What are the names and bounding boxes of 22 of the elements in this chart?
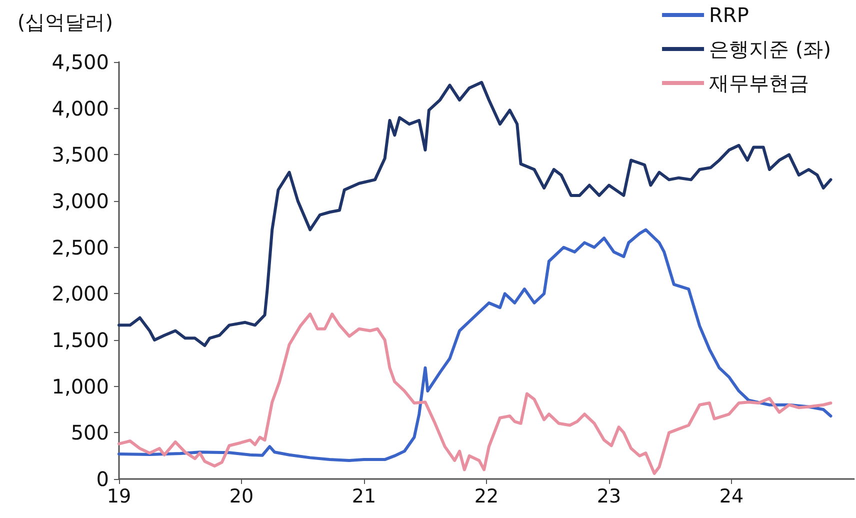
- x-tick-label: 22: [474, 486, 499, 508]
- y-tick-label: 2,000: [52, 282, 109, 306]
- y-tick-label: 1,500: [52, 328, 109, 352]
- y-tick-label: 4,500: [52, 50, 109, 74]
- y-tick-label: 0: [96, 467, 109, 491]
- x-tick-label: 21: [352, 486, 376, 508]
- line-series: [118, 228, 832, 462]
- x-tick-label: 19: [106, 486, 132, 508]
- legend-label: 은행지준 (좌): [709, 37, 832, 61]
- line-series: [118, 312, 832, 475]
- y-axis-title: (십억달러): [17, 10, 113, 34]
- x-tick-label: 24: [719, 486, 744, 508]
- legend-label: RRP: [709, 3, 749, 27]
- legend-label: 재무부현금: [709, 71, 810, 95]
- y-tick-label: 4,000: [52, 96, 109, 120]
- x-tick-label: 23: [596, 486, 622, 508]
- y-tick-label: 2,500: [52, 235, 109, 260]
- x-tick-label: 20: [229, 486, 254, 508]
- y-tick-label: 500: [70, 420, 109, 445]
- y-tick-label: 1,000: [52, 374, 109, 398]
- y-tick-label: 3,000: [52, 189, 109, 213]
- y-tick-label: 3,500: [52, 142, 109, 167]
